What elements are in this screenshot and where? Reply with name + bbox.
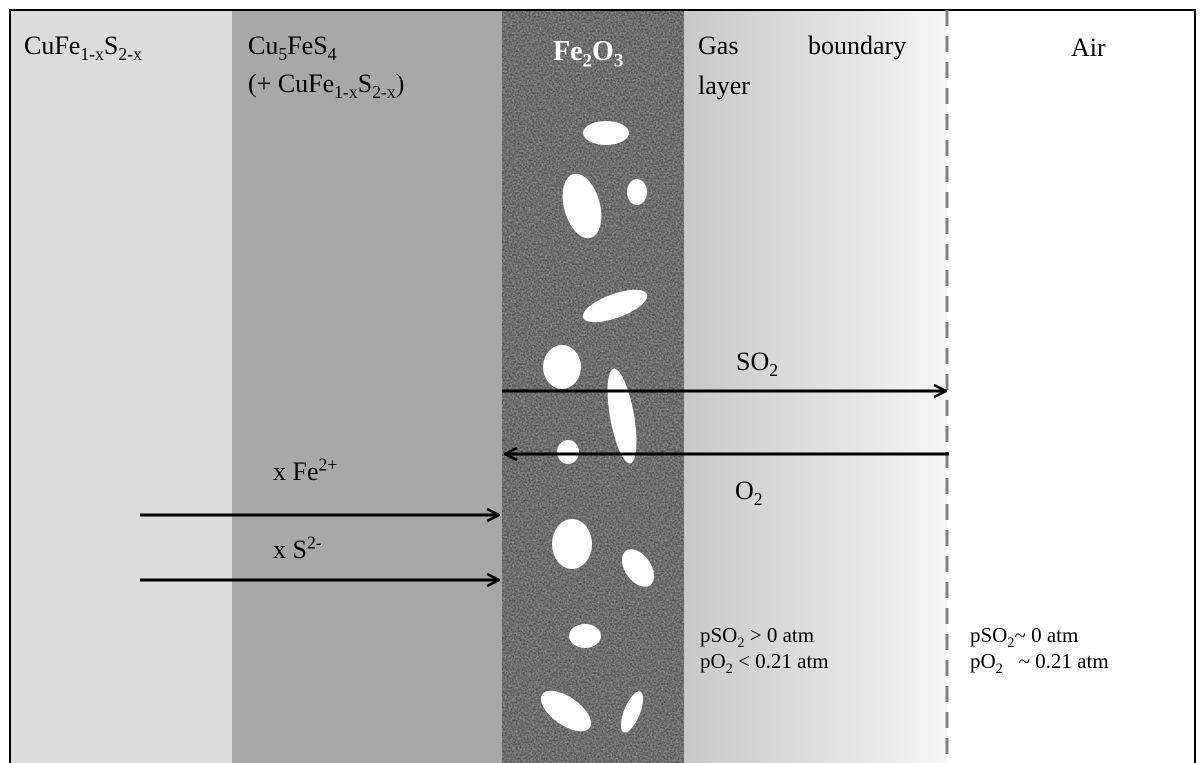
frame [9,9,1196,763]
so2-label: SO2 [736,347,779,381]
bornite-layer [232,10,502,763]
pore [621,549,655,587]
air-label: Air [1071,33,1106,62]
hematite-label: Fe2O3 [553,36,624,72]
oxide-pores [540,121,655,733]
hematite-texture [502,10,684,763]
bornite-label: Cu5FeS4 (+ CuFe1-xS2-x) [248,31,405,103]
pore [582,289,648,323]
chalcopyrite-layer [10,10,232,763]
pore [620,691,644,733]
pore [569,624,601,648]
gas-layer-conditions: pSO2 > 0 atm pO2 < 0.21 atm [700,623,829,678]
pore [540,690,592,732]
chalcopyrite-label: CuFe1-xS2-x [24,31,142,65]
fe-ion-label: x Fe2+ [273,454,338,486]
gas-boundary-label-layer: layer [698,71,750,100]
air-region [947,10,1195,763]
pore [557,440,579,464]
pore [562,173,602,239]
pore [627,179,647,205]
gas-boundary-label-gas: Gas [698,31,739,60]
pore [583,121,629,145]
pore [543,345,581,389]
pore [552,519,592,569]
gas-boundary-label-boundary: boundary [808,31,907,60]
o2-label: O2 [735,476,763,510]
air-conditions: pSO2~ 0 atm pO2 ~ 0.21 atm [970,623,1109,678]
s-ion-label: x S2- [273,532,322,564]
gas-boundary-layer [684,10,947,763]
